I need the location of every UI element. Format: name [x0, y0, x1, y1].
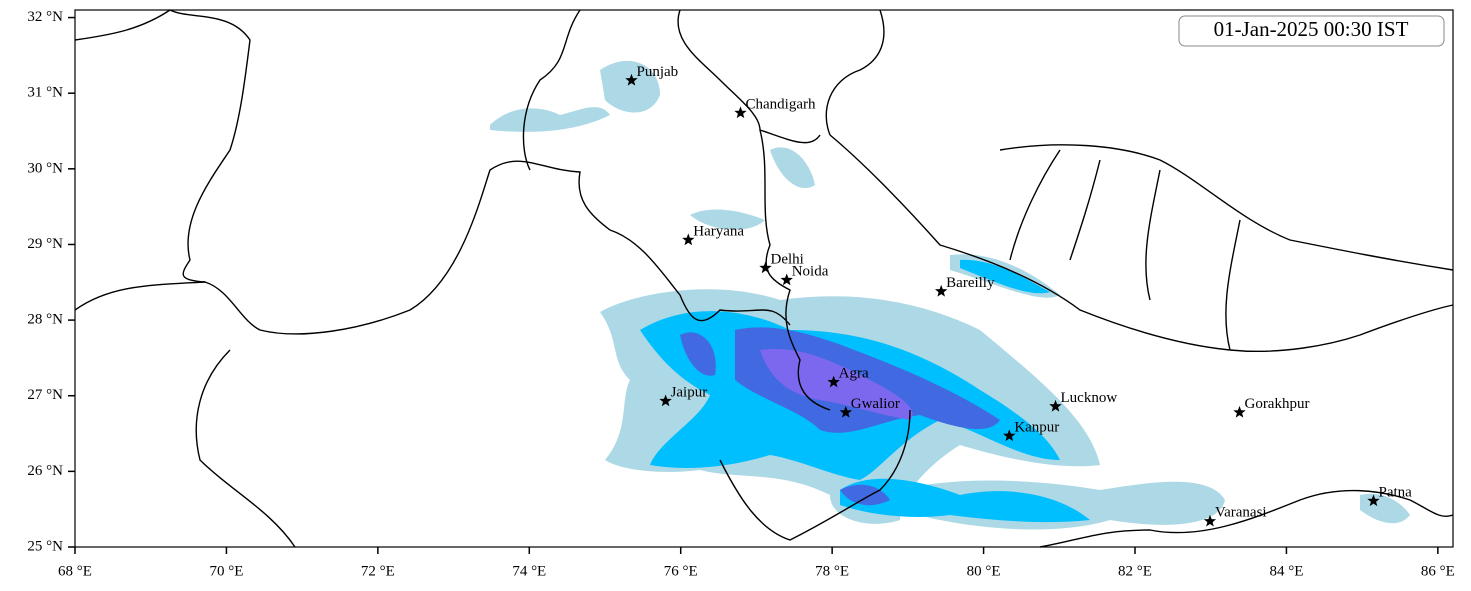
x-tick-label: 80 °E	[967, 563, 1001, 579]
city-label: Delhi	[771, 251, 804, 267]
city-label: Agra	[839, 366, 869, 382]
city-label: Jaipur	[671, 384, 708, 400]
x-tick-label: 78 °E	[815, 563, 849, 579]
city-label: Lucknow	[1061, 390, 1118, 406]
y-tick-label: 31 °N	[27, 85, 63, 101]
city-label: Punjab	[637, 64, 679, 80]
fog-contours	[490, 60, 1410, 530]
city-label: Noida	[792, 263, 829, 279]
city-marker	[1049, 399, 1062, 412]
city-marker	[734, 106, 747, 119]
y-tick-label: 27 °N	[27, 387, 63, 403]
city-marker	[780, 273, 793, 286]
city-marker	[759, 261, 772, 274]
city-marker	[625, 73, 638, 86]
y-tick-label: 29 °N	[27, 236, 63, 252]
x-tick-label: 68 °E	[58, 563, 92, 579]
city-marker	[935, 284, 948, 297]
city-label: Gorakhpur	[1244, 396, 1309, 412]
y-tick-label: 32 °N	[27, 9, 63, 25]
timestamp-box	[1178, 15, 1445, 47]
city-label: Chandigarh	[746, 96, 816, 112]
x-tick-label: 86 °E	[1421, 563, 1455, 579]
y-tick-label: 26 °N	[27, 463, 63, 479]
y-tick-label: 25 °N	[27, 538, 63, 554]
city-marker	[1367, 494, 1380, 507]
city-marker	[839, 405, 852, 418]
city-marker	[659, 394, 672, 407]
x-tick-label: 82 °E	[1118, 563, 1152, 579]
city-label: Haryana	[693, 223, 744, 239]
timestamp: 01-Jan-2025 00:30 IST	[1214, 17, 1409, 41]
city-marker	[1203, 514, 1217, 527]
plot-frame	[74, 9, 1454, 548]
city-marker	[827, 375, 840, 388]
city-label: Patna	[1379, 484, 1413, 500]
x-tick-label: 72 °E	[361, 563, 395, 579]
city-marker	[1233, 405, 1246, 418]
y-tick-label: 28 °N	[27, 312, 63, 328]
city-label: Kanpur	[1014, 419, 1059, 435]
x-tick-label: 84 °E	[1269, 563, 1303, 579]
city-marker	[1003, 429, 1016, 442]
city-label: Gwalior	[851, 396, 900, 412]
boundaries	[74, 9, 1454, 548]
city-label: Bareilly	[946, 275, 995, 291]
y-tick-label: 30 °N	[27, 160, 63, 176]
x-tick-label: 76 °E	[664, 563, 698, 579]
x-tick-label: 70 °E	[209, 563, 243, 579]
x-tick-label: 74 °E	[512, 563, 546, 579]
city-label: Varanasi	[1215, 505, 1267, 521]
city-marker	[682, 233, 695, 246]
